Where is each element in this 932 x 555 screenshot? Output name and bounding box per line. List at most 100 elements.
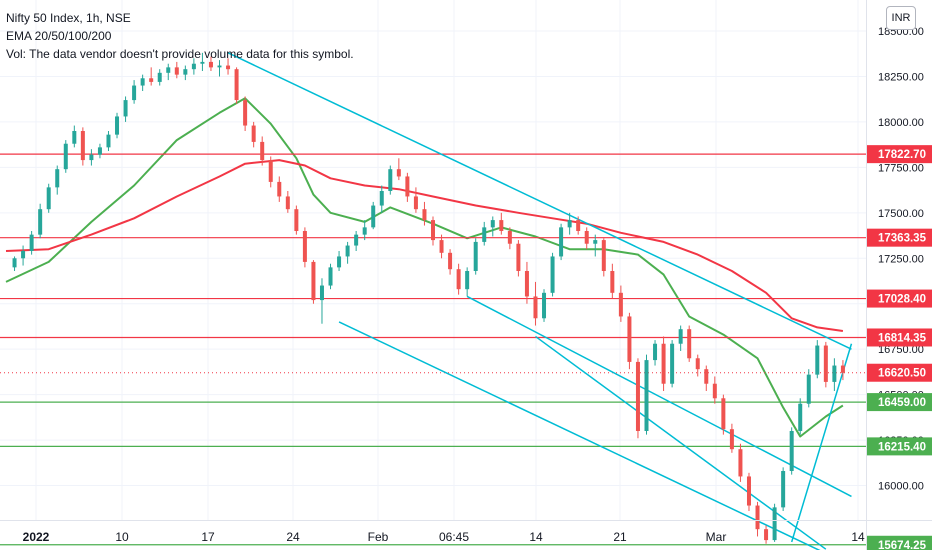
candle-body [337, 256, 342, 268]
candle [208, 56, 213, 71]
price-level-tag: 15674.25 [867, 535, 932, 554]
candle [516, 240, 521, 277]
candle [46, 183, 51, 213]
candle-body [217, 65, 222, 68]
candle [798, 398, 803, 435]
candle [653, 340, 658, 366]
candle [644, 354, 649, 435]
candle [149, 67, 154, 86]
candle-body [354, 234, 359, 246]
candle-body [465, 271, 470, 290]
candle [772, 503, 777, 542]
candle-body [499, 220, 504, 231]
symbol-title[interactable]: Nifty 50 Index, 1h, NSE [6, 11, 131, 25]
ema-indicator-label[interactable]: EMA 20/50/100/200 [6, 29, 112, 43]
candle-body [456, 269, 461, 290]
candle [567, 212, 572, 235]
candle-body [746, 476, 751, 506]
candle [704, 365, 709, 391]
price-axis-tick-label: 17750.00 [878, 162, 924, 174]
candle-body [635, 361, 640, 431]
candle-body [140, 78, 145, 86]
candle [610, 263, 615, 299]
price-axis-tick-label: 17250.00 [878, 253, 924, 265]
candle-body [704, 369, 709, 384]
candle [584, 227, 589, 250]
candle [695, 354, 700, 377]
candle [746, 472, 751, 511]
candle-body [473, 241, 478, 271]
candle-body [46, 187, 51, 210]
candle [63, 140, 68, 173]
candle [405, 172, 410, 202]
candle-body [755, 505, 760, 530]
candle [396, 158, 401, 181]
candle [627, 312, 632, 370]
candle-body [670, 343, 675, 384]
candle-body [840, 365, 845, 373]
candle [823, 341, 828, 388]
price-level-tag-box [867, 328, 932, 347]
candle [217, 60, 222, 77]
time-axis-tick-label: 21 [613, 530, 627, 544]
time-axis-tick-label: 06:45 [439, 530, 469, 544]
candle-body [166, 67, 171, 73]
candle [166, 63, 171, 81]
price-level-tag-text: 17028.40 [878, 294, 926, 306]
candle-body [311, 261, 316, 301]
candle [140, 74, 145, 91]
candle-body [516, 243, 521, 271]
price-level-tag: 17822.70 [867, 145, 932, 164]
price-axis-tick-label: 17500.00 [878, 208, 924, 220]
ema-layer [5, 97, 844, 438]
candle [815, 340, 820, 379]
candle [115, 112, 120, 139]
candle-body [439, 240, 444, 253]
candle-body [251, 125, 256, 142]
candle [362, 220, 367, 241]
candle [302, 227, 307, 268]
price-level-tag-text: 16814.35 [878, 332, 927, 344]
candle [89, 149, 94, 166]
price-level-tag-text: 15674.25 [878, 540, 927, 550]
price-level-tag: 16215.40 [867, 437, 932, 456]
candle [490, 216, 495, 237]
candle [337, 251, 342, 271]
level-layer [0, 153, 866, 546]
candle-body [302, 231, 307, 262]
price-axis-tick-label: 16000.00 [878, 481, 924, 493]
candle [200, 52, 205, 71]
candle-body [507, 231, 512, 244]
price-level-tag: 16814.35 [867, 328, 932, 347]
candle [234, 67, 239, 104]
price-level-tag-text: 16459.00 [878, 397, 926, 409]
candle-body [490, 220, 495, 228]
candle-body [653, 343, 658, 361]
candle-body [738, 449, 743, 477]
candle [371, 201, 376, 230]
price-level-tag-box [867, 145, 932, 164]
candle [559, 223, 564, 261]
volume-indicator-label[interactable]: Vol: The data vendor doesn't provide vol… [6, 47, 354, 61]
candle-body [55, 169, 60, 188]
candle [439, 234, 444, 259]
candle-body [89, 154, 94, 161]
candle-body [772, 507, 777, 541]
candle [183, 65, 188, 81]
candle [482, 221, 487, 246]
candle-body [712, 383, 717, 399]
candle-body [721, 398, 726, 430]
candle-body [123, 100, 128, 117]
time-axis-tick-label: 2022 [23, 530, 50, 544]
candle [328, 263, 333, 290]
ema-line [5, 97, 844, 438]
candle-body [789, 431, 794, 471]
candle-body [379, 191, 384, 206]
candle-body [695, 358, 700, 370]
currency-button[interactable]: INR [886, 6, 916, 30]
trend-channel-line [535, 335, 827, 550]
candle-body [72, 131, 77, 144]
candle [277, 176, 282, 202]
